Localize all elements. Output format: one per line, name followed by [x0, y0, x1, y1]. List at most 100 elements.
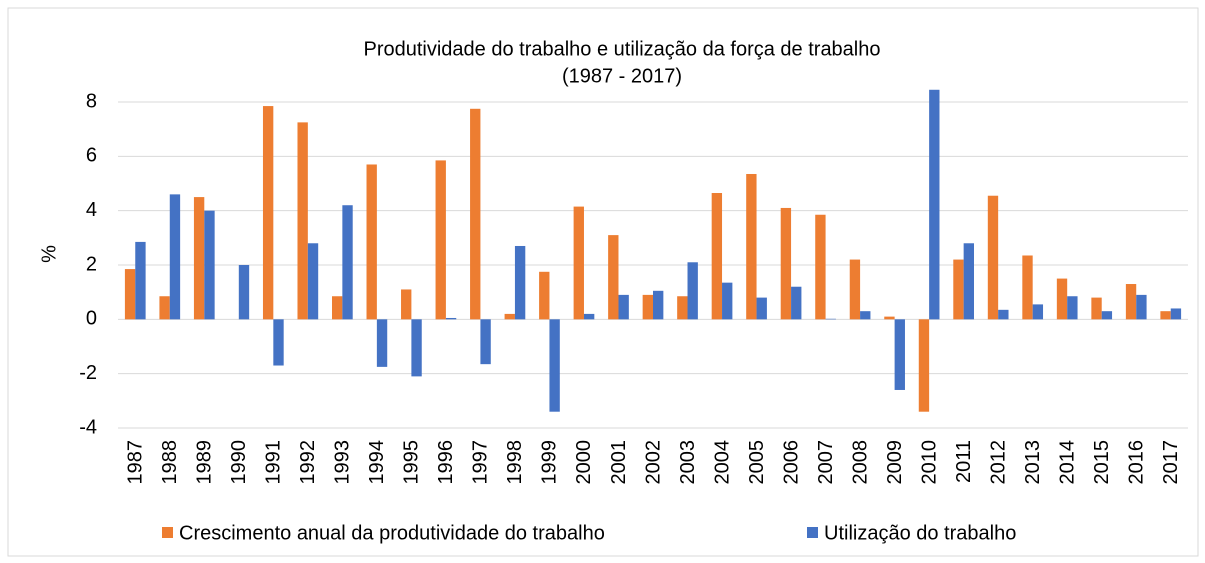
- bar: [677, 296, 688, 320]
- y-tick-label: 8: [86, 90, 97, 112]
- x-tick-label: 2010: [918, 440, 940, 485]
- bar: [297, 122, 308, 320]
- bar: [411, 319, 422, 377]
- x-tick-label: 2017: [1160, 440, 1182, 485]
- x-tick-label: 1995: [401, 440, 423, 485]
- x-tick-label: 1994: [366, 440, 388, 485]
- bar: [583, 313, 595, 320]
- bar: [204, 210, 215, 320]
- bar: [1056, 278, 1068, 320]
- bar: [342, 205, 353, 320]
- bar: [332, 296, 343, 320]
- x-tick-label: 1991: [263, 440, 285, 485]
- bar: [1101, 311, 1113, 320]
- legend-swatch: [162, 527, 173, 538]
- x-tick-label: 1992: [297, 440, 319, 485]
- bar: [238, 265, 250, 320]
- bar: [780, 207, 792, 320]
- x-tick-label: 2002: [642, 440, 664, 485]
- bar: [169, 194, 181, 320]
- bar: [918, 319, 930, 412]
- y-axis-label: %: [38, 245, 60, 263]
- x-tick-label: 2005: [746, 440, 768, 485]
- x-tick-label: 2006: [780, 440, 802, 485]
- y-tick-label: 4: [86, 199, 97, 221]
- y-tick-label: 0: [86, 308, 97, 330]
- x-tick-label: 2008: [849, 440, 871, 485]
- bar: [435, 160, 446, 320]
- x-tick-label: 2011: [953, 440, 975, 483]
- bar: [860, 311, 871, 320]
- x-tick-label: 1993: [332, 440, 354, 485]
- bar: [894, 319, 905, 390]
- bar: [1160, 311, 1171, 320]
- bar: [987, 195, 999, 320]
- bar: [193, 197, 205, 320]
- chart-title: Produtividade do trabalho e utilização d…: [363, 38, 880, 60]
- bar: [929, 89, 940, 320]
- bar: [1170, 308, 1182, 320]
- bar: [376, 319, 388, 367]
- bar: [159, 296, 170, 320]
- bar: [1136, 294, 1147, 320]
- bar: [1022, 255, 1033, 320]
- x-tick-label: 2000: [573, 440, 595, 485]
- x-tick-label: 1988: [159, 440, 181, 485]
- x-tick-label: 2014: [1056, 440, 1078, 485]
- bar: [618, 294, 629, 320]
- chart-frame: [7, 7, 1199, 557]
- bar: [273, 319, 284, 366]
- bar: [504, 313, 515, 320]
- bar: [884, 316, 895, 320]
- bar: [401, 289, 412, 320]
- bar: [791, 286, 802, 320]
- bar: [653, 290, 664, 320]
- x-tick-label: 2001: [608, 440, 630, 485]
- x-tick-label: 2012: [987, 440, 1009, 485]
- bar: [573, 206, 584, 320]
- x-tick-label: 1989: [194, 440, 216, 485]
- x-tick-label: 2004: [711, 440, 733, 485]
- y-tick-label: 6: [86, 145, 97, 167]
- bar: [539, 271, 550, 320]
- bar: [124, 269, 136, 320]
- x-tick-label: 1997: [470, 440, 492, 485]
- bar: [470, 108, 481, 320]
- bar: [1125, 284, 1137, 320]
- y-tick-label: 2: [86, 253, 97, 275]
- bar: [549, 319, 560, 412]
- x-tick-label: 2013: [1022, 440, 1044, 485]
- bar: [480, 319, 491, 365]
- bar: [307, 243, 319, 320]
- y-tick-label: -2: [79, 362, 97, 384]
- bar: [642, 294, 653, 320]
- x-tick-label: 1999: [539, 440, 561, 485]
- x-tick-label: 2003: [677, 440, 699, 485]
- bar: [1091, 297, 1102, 320]
- x-tick-label: 2016: [1126, 440, 1148, 485]
- bar: [998, 309, 1009, 320]
- bar: [815, 214, 826, 320]
- x-tick-label: 1990: [228, 440, 250, 485]
- x-tick-label: 2007: [815, 440, 837, 485]
- chart-subtitle: (1987 - 2017): [562, 65, 682, 87]
- bar: [1032, 304, 1044, 320]
- bar: [687, 262, 698, 320]
- legend-label: Crescimento anual da produtividade do tr…: [179, 522, 605, 544]
- x-tick-label: 2009: [884, 440, 906, 485]
- bar: [756, 297, 767, 320]
- bar: [514, 245, 526, 320]
- bar: [711, 193, 723, 320]
- x-tick-label: 1987: [125, 440, 147, 485]
- bar: [1067, 296, 1078, 320]
- bar: [825, 318, 836, 320]
- bar: [445, 317, 457, 320]
- legend-label: Utilização do trabalho: [824, 522, 1016, 544]
- bar: [849, 259, 861, 320]
- x-tick-label: 1998: [504, 440, 526, 485]
- x-tick-label: 1996: [435, 440, 457, 485]
- legend-swatch: [807, 527, 818, 538]
- bar: [262, 106, 274, 320]
